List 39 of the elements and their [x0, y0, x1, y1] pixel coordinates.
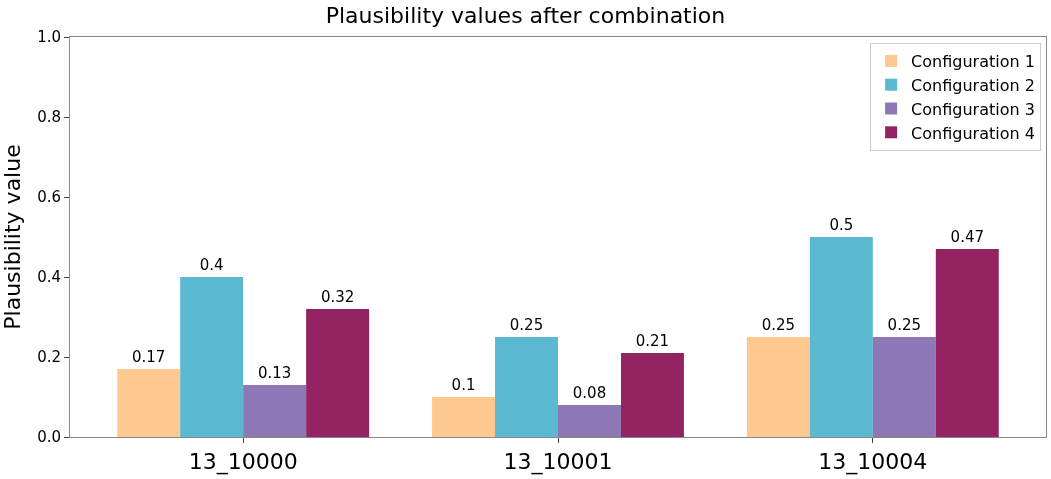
- bar: [306, 309, 370, 437]
- bar: [872, 337, 936, 437]
- y-axis-title: Plausibility value: [0, 144, 25, 330]
- x-tick-label: 13_10000: [188, 449, 298, 476]
- bar: [495, 337, 558, 437]
- bar: [746, 337, 810, 437]
- data-label: 0.25: [761, 316, 796, 334]
- data-label: 0.21: [635, 332, 670, 350]
- bar: [117, 369, 181, 437]
- x-tick-label: 13_10004: [818, 449, 928, 476]
- data-label: 0.32: [320, 288, 355, 306]
- y-tick-label: 0.4: [37, 268, 61, 287]
- data-label: 0.5: [829, 216, 854, 234]
- legend-label: Configuration 2: [911, 75, 1035, 95]
- bar: [243, 385, 307, 437]
- legend-label: Configuration 3: [911, 99, 1035, 119]
- data-label: 0.47: [950, 228, 984, 246]
- data-label: 0.13: [257, 364, 292, 382]
- chart-title: Plausibility values after combination: [325, 2, 726, 28]
- bar: [180, 277, 244, 437]
- y-tick-label: 0.6: [37, 188, 61, 207]
- bar: [432, 397, 496, 437]
- bar: [809, 237, 873, 437]
- bar: [620, 353, 684, 437]
- y-tick-label: 0.0: [37, 428, 61, 447]
- bar: [558, 405, 621, 437]
- data-label: 0.17: [132, 348, 166, 366]
- legend-label: Configuration 4: [911, 123, 1035, 143]
- legend-label: Configuration 1: [911, 52, 1035, 72]
- y-tick-label: 0.2: [37, 348, 61, 367]
- data-label: 0.25: [509, 316, 544, 334]
- data-label: 0.08: [572, 384, 607, 402]
- x-tick-label: 13_10001: [503, 449, 613, 476]
- y-tick-label: 0.8: [37, 108, 61, 127]
- data-label: 0.4: [199, 256, 224, 274]
- data-label: 0.1: [451, 376, 476, 394]
- data-label: 0.25: [887, 316, 922, 334]
- bar: [935, 249, 999, 437]
- y-tick-label: 1.0: [37, 28, 61, 47]
